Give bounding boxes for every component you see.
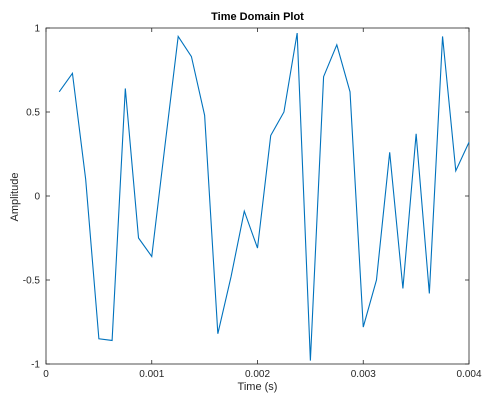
series-line-0 bbox=[58, 32, 470, 361]
y-tick-label: -1 bbox=[31, 360, 40, 371]
y-axis-ticks: -1 -0.5 0 0.5 1 bbox=[23, 24, 469, 371]
x-tick-label: 0.001 bbox=[139, 369, 164, 380]
x-tick-label: 0.004 bbox=[456, 369, 481, 380]
series-layer bbox=[58, 32, 470, 361]
axes-frame bbox=[45, 27, 470, 365]
x-axis-ticks: 0 0.001 0.002 0.003 0.004 bbox=[43, 28, 482, 380]
y-tick-label: 0 bbox=[34, 192, 40, 203]
axes-box bbox=[45, 27, 470, 365]
y-tick-label: 1 bbox=[34, 24, 40, 35]
x-tick-label: 0.003 bbox=[351, 369, 376, 380]
y-tick-label: -0.5 bbox=[23, 276, 41, 287]
x-tick-label: 0.002 bbox=[245, 369, 270, 380]
x-tick-label: 0 bbox=[43, 369, 49, 380]
y-axis-label: Amplitude bbox=[9, 173, 21, 222]
x-axis-label: Time (s) bbox=[238, 381, 278, 393]
y-tick-label: 0.5 bbox=[26, 108, 40, 119]
chart-title: Time Domain Plot bbox=[211, 11, 304, 23]
